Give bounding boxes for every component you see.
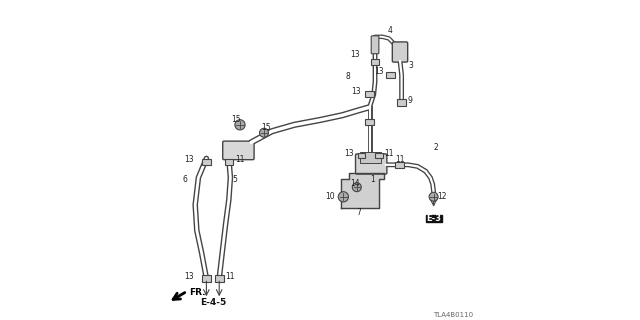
Bar [426, 215, 442, 222]
Text: 13: 13 [344, 149, 354, 158]
Bar [365, 92, 374, 97]
Text: 14: 14 [351, 180, 360, 188]
Bar [360, 152, 381, 163]
Circle shape [235, 120, 245, 130]
Text: 11: 11 [226, 272, 235, 281]
Text: 3: 3 [408, 61, 413, 70]
Bar [202, 275, 211, 282]
Bar [375, 153, 383, 158]
Circle shape [260, 128, 269, 137]
Text: 15: 15 [261, 124, 271, 132]
Text: 13: 13 [350, 50, 360, 59]
Text: 11: 11 [384, 149, 394, 158]
Bar [358, 153, 365, 158]
Text: 7: 7 [357, 208, 362, 217]
Text: 11: 11 [236, 156, 244, 164]
Text: 13: 13 [374, 68, 384, 76]
Text: 12: 12 [437, 192, 446, 201]
Bar [396, 162, 404, 168]
Text: FR.: FR. [189, 288, 205, 297]
Bar [225, 159, 233, 164]
Text: 5: 5 [232, 175, 237, 184]
FancyBboxPatch shape [371, 36, 379, 54]
Text: E-3: E-3 [426, 214, 441, 223]
Text: 13: 13 [184, 272, 195, 281]
Bar [202, 159, 211, 164]
Bar [365, 119, 374, 124]
Bar [215, 275, 224, 282]
Text: 15: 15 [231, 116, 241, 124]
Text: 13: 13 [351, 87, 361, 96]
Text: E-4-5: E-4-5 [200, 298, 226, 307]
Circle shape [429, 192, 438, 201]
Text: 13: 13 [184, 156, 195, 164]
Bar [371, 60, 379, 65]
Text: 2: 2 [434, 143, 438, 152]
FancyBboxPatch shape [223, 141, 254, 160]
FancyBboxPatch shape [356, 154, 387, 174]
Bar [387, 72, 394, 78]
Text: 11: 11 [396, 156, 404, 164]
Text: TLA4B0110: TLA4B0110 [433, 312, 474, 318]
Text: 4: 4 [387, 26, 392, 35]
Text: 8: 8 [346, 72, 351, 81]
Polygon shape [340, 173, 384, 208]
Circle shape [352, 183, 362, 192]
Bar [397, 99, 406, 106]
Text: 6: 6 [182, 175, 187, 184]
Circle shape [339, 192, 349, 202]
Text: 9: 9 [408, 96, 413, 105]
Text: 1: 1 [371, 175, 375, 184]
FancyBboxPatch shape [392, 42, 408, 62]
Text: 10: 10 [324, 192, 334, 201]
